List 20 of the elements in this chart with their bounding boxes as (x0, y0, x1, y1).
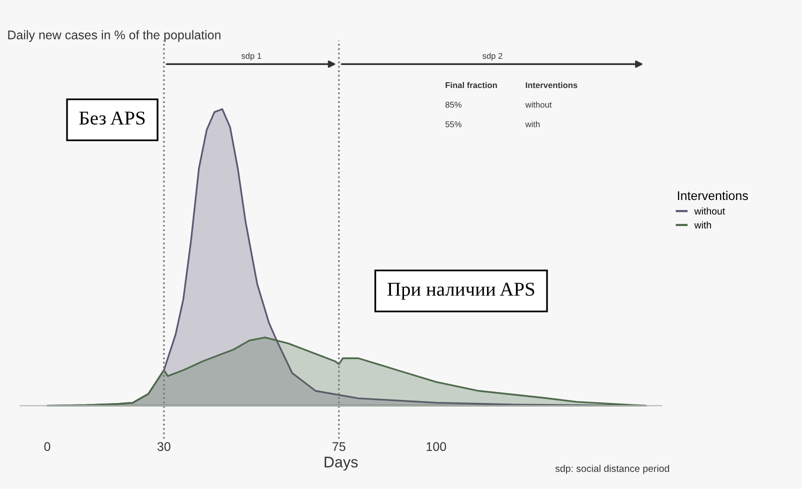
annotation: 55% (445, 121, 462, 128)
x-tick-label: 75 (332, 442, 346, 451)
legend-label: with (694, 221, 711, 228)
chart-title: Daily new cases in % of the population (8, 30, 220, 42)
text: sdp 1 (241, 52, 262, 60)
legend-label: without (694, 207, 726, 215)
text: 85% (445, 102, 462, 108)
text: sdp 2 (482, 52, 502, 60)
x-axis-title: Days (324, 456, 358, 470)
legend-title: Interventions (678, 190, 748, 200)
annotation: Без APS (79, 112, 145, 125)
text: sdp: social distance period (555, 464, 670, 474)
annotation: with (525, 121, 540, 128)
text: Final fraction (446, 82, 497, 88)
annotation: При наличии APS (388, 282, 534, 300)
text: Interventions (526, 82, 578, 88)
x-tick-label: 0 (44, 442, 50, 451)
x-tick-label: 100 (426, 442, 446, 451)
x-tick-label: 30 (157, 442, 170, 451)
text: without (525, 102, 552, 108)
